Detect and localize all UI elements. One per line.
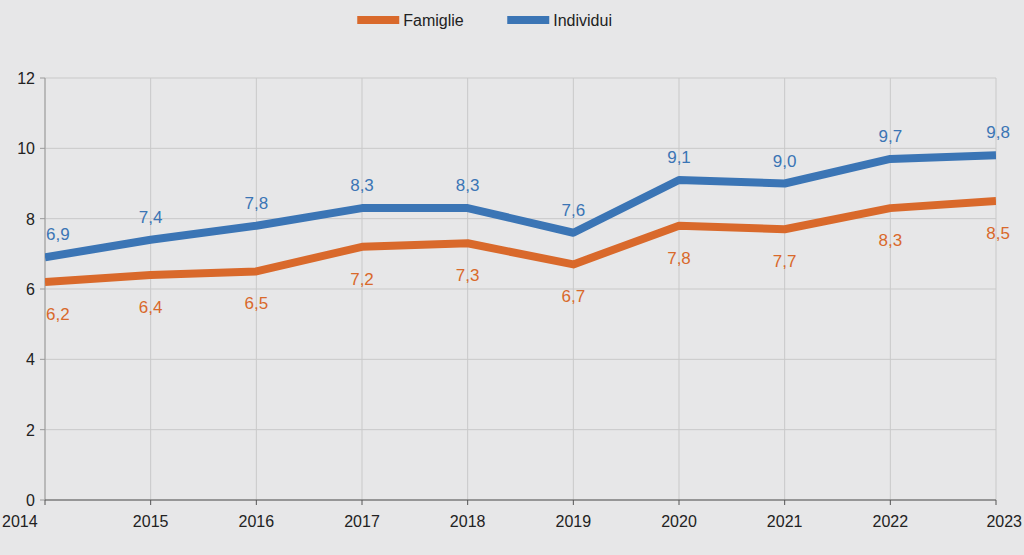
x-tick	[890, 500, 891, 505]
data-label: 8,3	[879, 231, 903, 250]
data-label: 7,3	[456, 266, 480, 285]
x-tick-label: 2020	[661, 513, 697, 530]
grid-line-x	[150, 78, 151, 500]
x-tick	[996, 500, 997, 505]
y-tick-label: 0	[26, 492, 35, 509]
data-label: 7,8	[667, 249, 691, 268]
y-tick	[40, 218, 45, 219]
data-label: 6,9	[46, 225, 70, 244]
x-tick	[150, 500, 151, 505]
y-tick-label: 6	[26, 281, 35, 298]
x-tick-label: 2015	[133, 513, 169, 530]
x-tick	[256, 500, 257, 505]
x-axis	[45, 499, 996, 500]
grid-line	[45, 148, 996, 149]
x-tick	[467, 500, 468, 505]
data-label: 9,1	[667, 148, 691, 167]
x-tick-label: 2018	[450, 513, 486, 530]
plot-lines	[45, 155, 996, 282]
x-tick-label: 2017	[344, 513, 380, 530]
data-label: 9,0	[773, 152, 797, 171]
y-tick-label: 12	[17, 70, 35, 87]
chart: 0 2 4 6 8 10 12 2014 2015 2016 2017 2018 2019 2020 202…	[0, 0, 1024, 555]
y-tick	[40, 500, 45, 501]
data-label: 9,8	[986, 123, 1010, 142]
y-tick-label: 4	[26, 351, 35, 368]
y-tick-label: 8	[26, 211, 35, 228]
grid-line-x	[256, 78, 257, 500]
data-label: 9,7	[879, 127, 903, 146]
x-tick	[679, 500, 680, 505]
x-tick-label: 2019	[556, 513, 592, 530]
grid-line	[45, 500, 996, 501]
legend-swatch	[507, 16, 549, 24]
x-tick	[362, 500, 363, 505]
y-tick-label: 10	[17, 140, 35, 157]
data-label: 7,2	[350, 270, 374, 289]
grid-line-x	[784, 78, 785, 500]
data-label: 6,7	[562, 287, 586, 306]
x-tick-label: 2023	[986, 513, 1022, 530]
y-tick-label: 2	[26, 422, 35, 439]
grid-line	[45, 78, 996, 79]
series-line	[45, 155, 996, 257]
data-label: 7,6	[562, 201, 586, 220]
data-label: 7,8	[245, 194, 269, 213]
legend-swatch	[357, 16, 399, 24]
legend-label: Famiglie	[403, 12, 464, 29]
grid-line	[45, 429, 996, 430]
x-tick	[784, 500, 785, 505]
y-tick	[40, 148, 45, 149]
legend: Famiglie Individui	[357, 12, 612, 29]
x-tick-label: 2014	[2, 513, 38, 530]
x-tick	[573, 500, 574, 505]
data-label: 6,2	[46, 305, 70, 324]
grid-line-x	[467, 78, 468, 500]
data-label: 6,5	[245, 294, 269, 313]
x-tick-label: 2021	[767, 513, 803, 530]
series-line	[45, 201, 996, 282]
y-tick	[40, 289, 45, 290]
data-label: 8,3	[456, 176, 480, 195]
data-label: 8,5	[986, 224, 1010, 243]
data-label: 7,4	[139, 208, 163, 227]
legend-label: Individui	[553, 12, 612, 29]
grid-line-x	[679, 78, 680, 500]
grid-line-x	[362, 78, 363, 500]
x-tick-label: 2016	[239, 513, 275, 530]
y-tick	[40, 429, 45, 430]
grid-line	[45, 289, 996, 290]
x-tick	[45, 500, 46, 505]
data-label: 8,3	[350, 176, 374, 195]
y-tick	[40, 359, 45, 360]
x-tick-label: 2022	[873, 513, 909, 530]
data-label: 6,4	[139, 298, 163, 317]
data-label: 7,7	[773, 252, 797, 271]
y-tick	[40, 78, 45, 79]
grid-line	[45, 359, 996, 360]
